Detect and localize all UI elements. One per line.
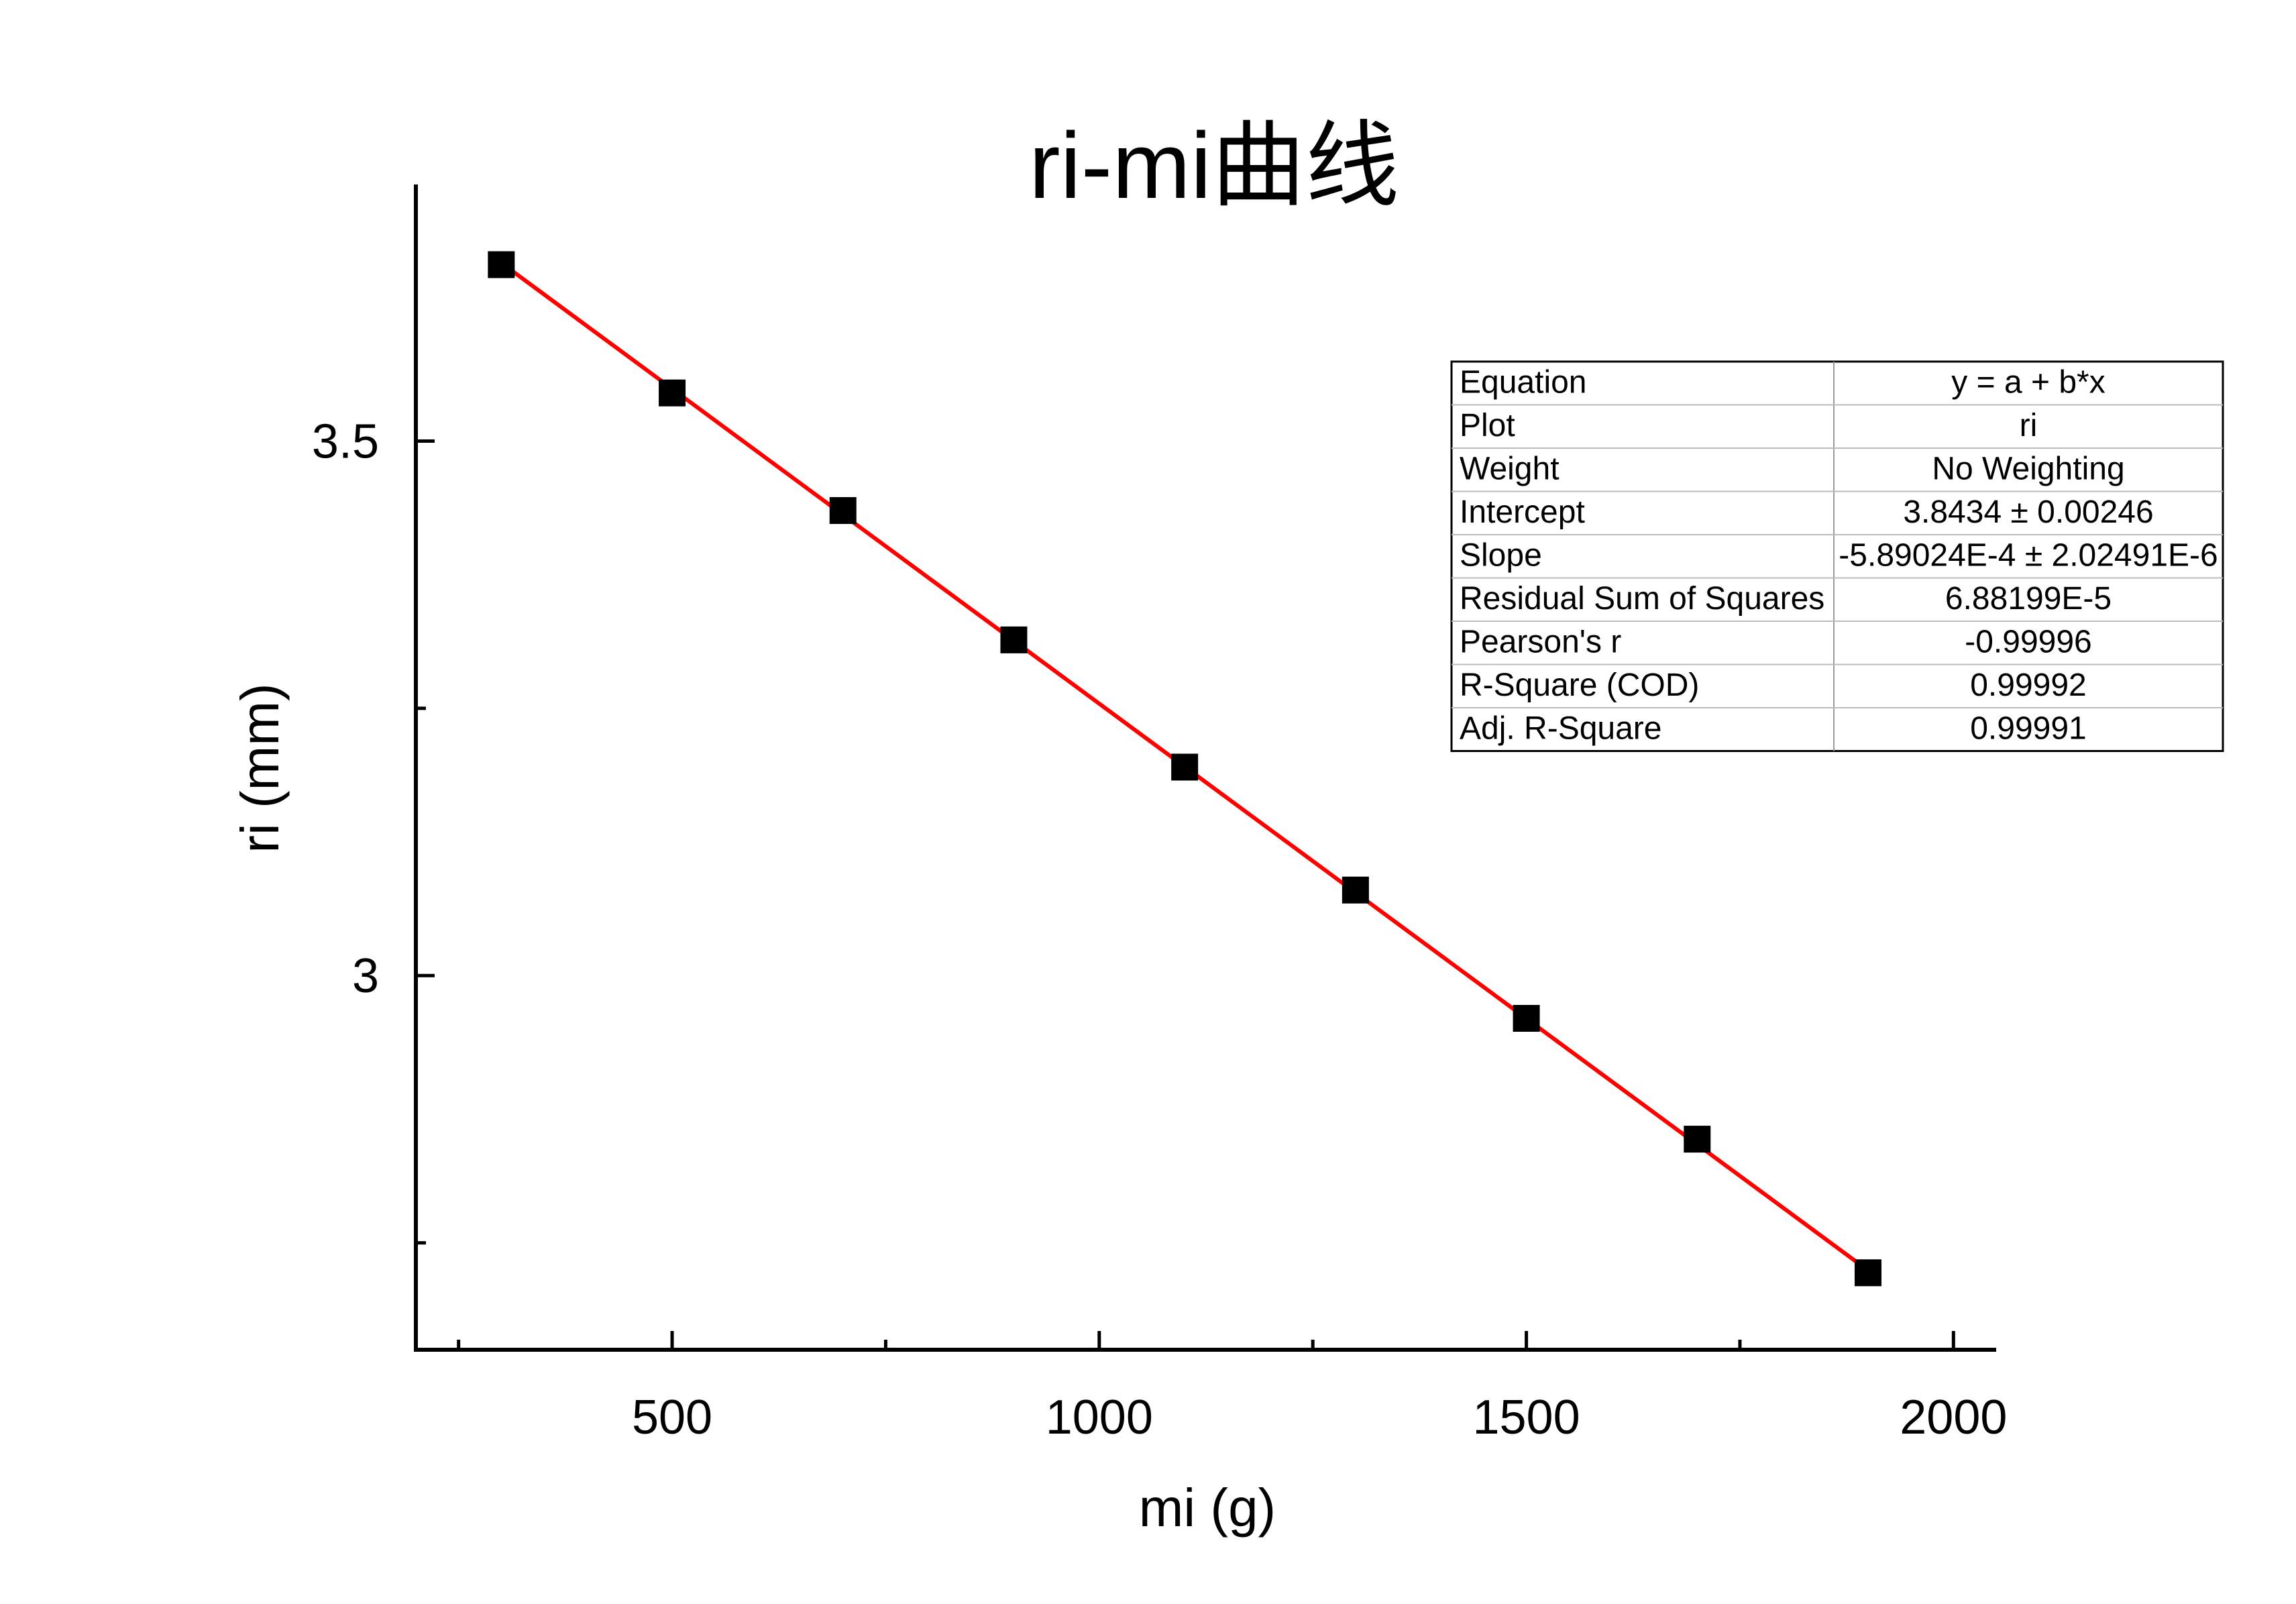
x-tick-label: 500 <box>632 1391 712 1444</box>
stats-param-label: Weight <box>1460 451 1560 486</box>
stats-param-value: ri <box>2020 408 2038 443</box>
x-tick-label: 2000 <box>1900 1391 2007 1444</box>
stats-param-value: -5.89024E-4 ± 2.02491E-6 <box>1839 537 2218 573</box>
data-point <box>1684 1126 1711 1153</box>
stats-param-label: Residual Sum of Squares <box>1460 581 1824 617</box>
data-point <box>488 251 515 278</box>
stats-param-value: No Weighting <box>1932 451 2124 486</box>
data-point <box>1171 753 1199 781</box>
stats-param-value: 3.8434 ± 0.00246 <box>1903 494 2153 530</box>
stats-param-label: R-Square (COD) <box>1460 667 1699 703</box>
stats-table-border <box>1450 360 2224 752</box>
stats-param-label: Plot <box>1460 408 1515 443</box>
data-point <box>1000 626 1028 653</box>
data-markers <box>488 251 1881 1287</box>
stats-param-value: 6.88199E-5 <box>1945 581 2112 617</box>
stats-param-value: 0.99991 <box>1970 710 2087 746</box>
data-point <box>659 379 686 407</box>
stats-param-value: -0.99996 <box>1965 624 2092 659</box>
data-point <box>829 497 857 525</box>
stats-param-value: y = a + b*x <box>1951 364 2105 400</box>
axes <box>414 184 1996 1352</box>
stats-param-label: Pearson's r <box>1460 624 1621 659</box>
data-point <box>1342 876 1369 904</box>
x-tick-label: 1000 <box>1046 1391 1153 1444</box>
stats-param-label: Intercept <box>1460 494 1585 530</box>
y-axis-label: ri (mm) <box>230 683 290 853</box>
data-point <box>1854 1259 1881 1287</box>
stats-param-label: Equation <box>1460 364 1587 400</box>
x-axis-label: mi (g) <box>1139 1478 1276 1538</box>
stats-param-label: Slope <box>1460 537 1542 573</box>
ticks: 500 1000 1500 2000 3 3.5 <box>312 415 2008 1444</box>
stats-param-value: 0.99992 <box>1970 667 2087 703</box>
y-tick-label: 3.5 <box>312 415 379 468</box>
chart-title: ri-mi曲线 <box>1029 113 1399 218</box>
data-point <box>1513 1004 1540 1032</box>
stats-param-label: Adj. R-Square <box>1460 710 1661 746</box>
y-tick-label: 3 <box>352 949 379 1003</box>
fit-stats-table: Equation y = a + b*x Plot ri Weight No Weight… <box>1450 360 2224 752</box>
x-tick-label: 1500 <box>1472 1391 1580 1444</box>
